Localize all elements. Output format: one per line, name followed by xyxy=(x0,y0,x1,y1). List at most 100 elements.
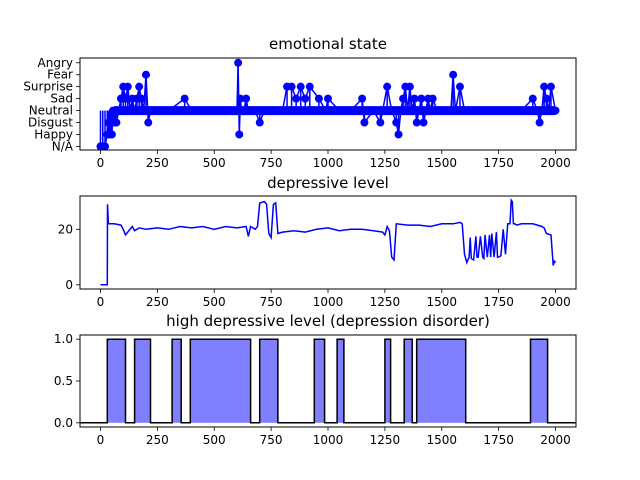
data-point xyxy=(378,106,387,115)
data-point xyxy=(451,106,460,115)
data-point xyxy=(405,82,414,91)
data-point xyxy=(369,106,378,115)
series-line-0 xyxy=(100,198,557,286)
data-point xyxy=(517,106,526,115)
data-point xyxy=(360,118,369,127)
x-tick-label: 1500 xyxy=(426,295,457,309)
data-point xyxy=(144,118,153,127)
y-tick-label: Fear xyxy=(47,68,73,82)
data-point xyxy=(236,94,245,103)
y-tick-label: Surprise xyxy=(23,80,73,94)
x-tick-label: 2000 xyxy=(540,295,571,309)
x-tick-label: 2000 xyxy=(540,433,571,447)
data-point xyxy=(455,82,464,91)
data-point xyxy=(535,118,544,127)
data-point xyxy=(392,118,401,127)
x-tick-label: 1500 xyxy=(426,156,457,170)
data-point xyxy=(324,94,332,103)
data-point xyxy=(387,106,396,115)
depression-outline xyxy=(80,338,576,424)
data-point xyxy=(255,118,264,127)
depression-interval-5 xyxy=(314,339,325,423)
chart1-title: emotional state xyxy=(269,35,387,53)
data-point xyxy=(546,82,555,91)
data-point xyxy=(396,106,405,115)
x-tick-label: 1000 xyxy=(313,156,344,170)
data-point xyxy=(269,106,278,115)
y-tick-label: Disgust xyxy=(28,116,73,130)
chart2-title: depressive level xyxy=(267,174,389,192)
data-point xyxy=(410,94,419,103)
data-point xyxy=(528,94,537,103)
depression-interval-1 xyxy=(134,339,151,423)
data-point xyxy=(139,106,148,115)
x-tick-label: 0 xyxy=(97,295,105,309)
depression-interval-8 xyxy=(404,339,413,423)
data-point xyxy=(408,106,417,115)
data-point xyxy=(483,106,492,115)
data-point xyxy=(234,58,243,67)
plot-area xyxy=(80,338,576,424)
x-tick-label: 1250 xyxy=(370,156,401,170)
data-point xyxy=(101,142,110,150)
data-point xyxy=(278,106,287,115)
data-point xyxy=(383,82,392,91)
data-point xyxy=(335,106,344,115)
data-point xyxy=(153,106,162,115)
data-point xyxy=(242,94,251,103)
plot-area xyxy=(96,58,560,150)
y-tick-label: Happy xyxy=(34,127,73,141)
x-tick-label: 1750 xyxy=(483,156,514,170)
x-tick-label: 250 xyxy=(146,433,169,447)
data-point xyxy=(130,106,139,115)
y-tick-label: 0.5 xyxy=(54,374,73,388)
y-tick-label: Neutral xyxy=(29,104,73,118)
depression-interval-6 xyxy=(337,339,344,423)
data-point xyxy=(506,106,515,115)
data-point xyxy=(460,106,469,115)
data-point xyxy=(399,94,408,103)
y-tick-label: Sad xyxy=(50,92,73,106)
data-point xyxy=(251,106,260,115)
depression-interval-10 xyxy=(530,339,548,423)
x-tick-label: 500 xyxy=(203,433,226,447)
x-tick-label: 750 xyxy=(260,433,283,447)
data-point xyxy=(415,106,424,115)
data-point xyxy=(376,118,385,127)
x-tick-label: 1250 xyxy=(370,295,401,309)
depression-interval-7 xyxy=(384,339,391,423)
data-point xyxy=(137,94,146,103)
depression-interval-2 xyxy=(172,339,182,423)
data-point xyxy=(107,130,116,139)
data-point xyxy=(358,94,367,103)
data-point xyxy=(314,94,323,103)
data-point xyxy=(449,70,458,79)
data-point xyxy=(537,106,546,115)
data-point xyxy=(198,106,207,115)
data-point xyxy=(301,94,310,103)
x-tick-label: 500 xyxy=(203,295,226,309)
data-point xyxy=(112,118,121,127)
data-point xyxy=(187,106,196,115)
data-point xyxy=(412,118,421,127)
data-point xyxy=(346,106,355,115)
y-tick-label: 0 xyxy=(65,278,73,292)
data-point xyxy=(114,106,123,115)
y-tick-label: 0.0 xyxy=(54,416,73,430)
plot-area xyxy=(100,198,557,286)
data-point xyxy=(540,82,549,91)
high-depressive-level-axes: 0 250 500 750 1000 1250 1500 1750 2000 0.0 0.5 1.0 xyxy=(54,332,577,447)
x-tick-label: 1250 xyxy=(370,433,401,447)
y-tick-label: N/A xyxy=(52,139,74,153)
x-tick-label: 1000 xyxy=(313,433,344,447)
depressive-level-axes: 0 250 500 750 1000 1250 1500 1750 2000 0 20 xyxy=(58,195,577,309)
data-point xyxy=(426,106,435,115)
data-point xyxy=(494,106,503,115)
data-point xyxy=(428,94,437,103)
x-tick-label: 1750 xyxy=(483,295,514,309)
x-tick-label: 750 xyxy=(260,295,283,309)
data-point xyxy=(471,106,480,115)
data-point xyxy=(180,94,189,103)
data-point xyxy=(292,94,301,103)
